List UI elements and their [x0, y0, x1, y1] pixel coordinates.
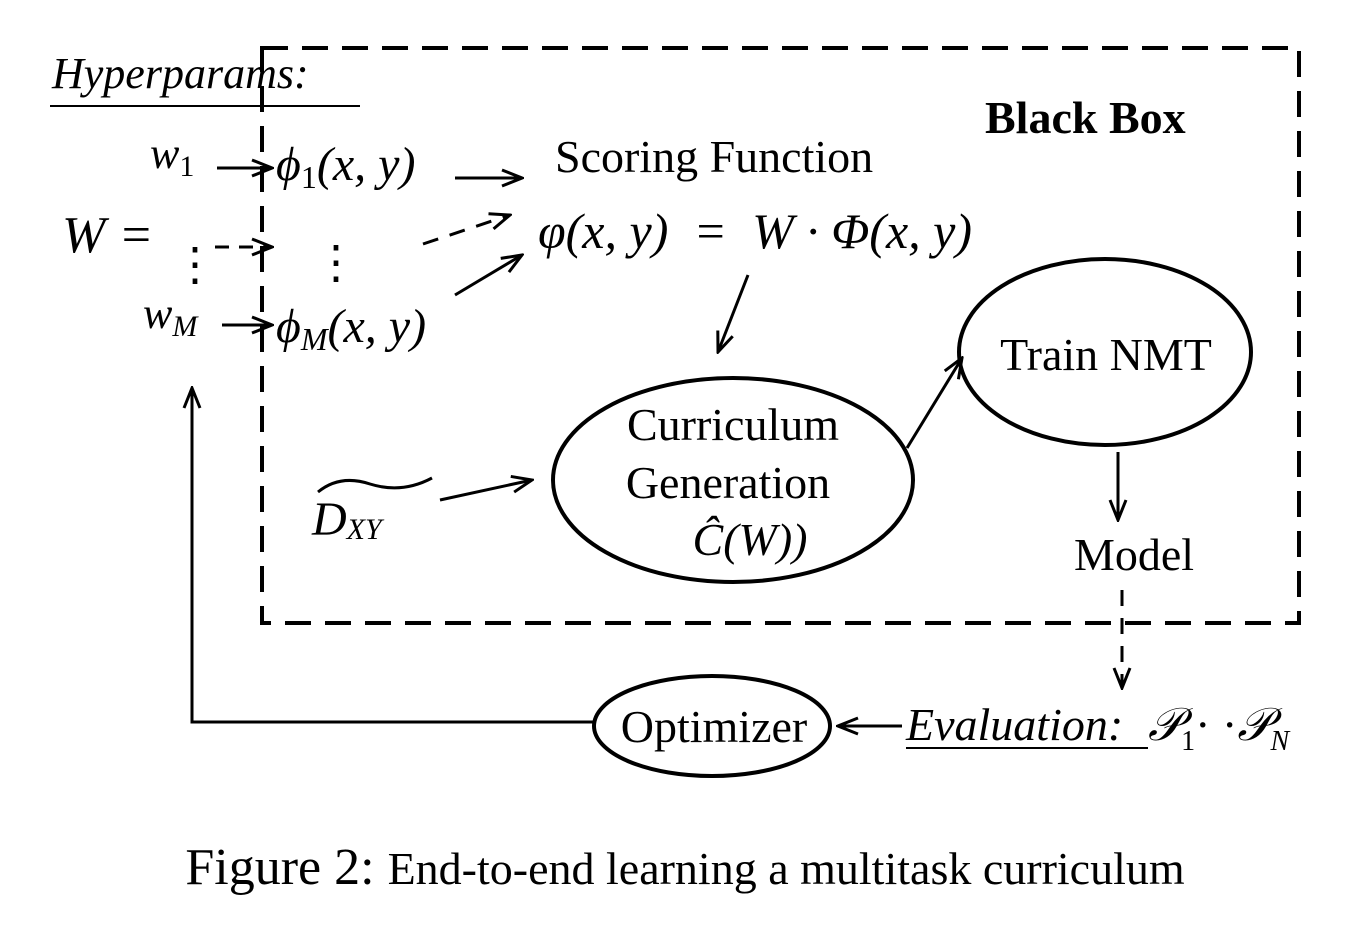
curriculum-label-line2: Generation: [626, 457, 830, 508]
curriculum-label-line1: Curriculum: [627, 399, 839, 450]
feature-phiM: ϕM(x, y): [276, 300, 426, 357]
evaluation-tasks: 𝒫1· ·𝒫N: [1148, 699, 1290, 757]
data-tilde: [317, 476, 433, 494]
optimizer-label: Optimizer: [621, 701, 808, 752]
hyperparams-heading: Hyperparams:: [51, 49, 309, 98]
model-label: Model: [1074, 529, 1194, 580]
figure-caption: Figure 2: End-to-end learning a multitas…: [0, 838, 1370, 897]
features-middle-dashed-arrow: [422, 215, 510, 246]
curriculum-generation-node: [551, 376, 915, 584]
curriculum-to-train-arrow: [905, 358, 962, 449]
optimizer-feedback-path: [192, 388, 594, 724]
wM-label: wM: [143, 289, 199, 343]
figure-caption-prefix: Figure 2:: [185, 839, 375, 896]
black-box-title: Black Box: [985, 92, 1186, 143]
training-data-label: DXY: [311, 493, 385, 546]
weight-vector-label: W =: [62, 207, 153, 264]
optimizer-node: [592, 674, 832, 778]
features-vdots: ⋮: [313, 237, 359, 288]
scoring-function-formula: φ(x, y) = W · Φ(x, y): [538, 203, 972, 259]
w1-label: w1: [150, 129, 194, 183]
scoring-function-title: Scoring Function: [555, 131, 873, 182]
black-box-boundary: [260, 46, 1301, 625]
train-nmt-label: Train NMT: [1000, 329, 1212, 380]
data-to-curriculum-arrow: [439, 480, 532, 502]
figure-caption-text: End-to-end learning a multitask curricul…: [387, 843, 1185, 894]
feature-phi1: ϕ1(x, y): [276, 138, 415, 195]
curriculum-label-line3: Ĉ(W)): [693, 514, 808, 565]
evaluation-label: Evaluation:: [905, 699, 1123, 750]
train-nmt-node: [957, 257, 1253, 447]
scoring-to-curriculum-arrow: [718, 274, 750, 352]
weights-vdots: ⋮: [172, 239, 218, 290]
phiM-to-scoring-arrow: [454, 255, 522, 297]
